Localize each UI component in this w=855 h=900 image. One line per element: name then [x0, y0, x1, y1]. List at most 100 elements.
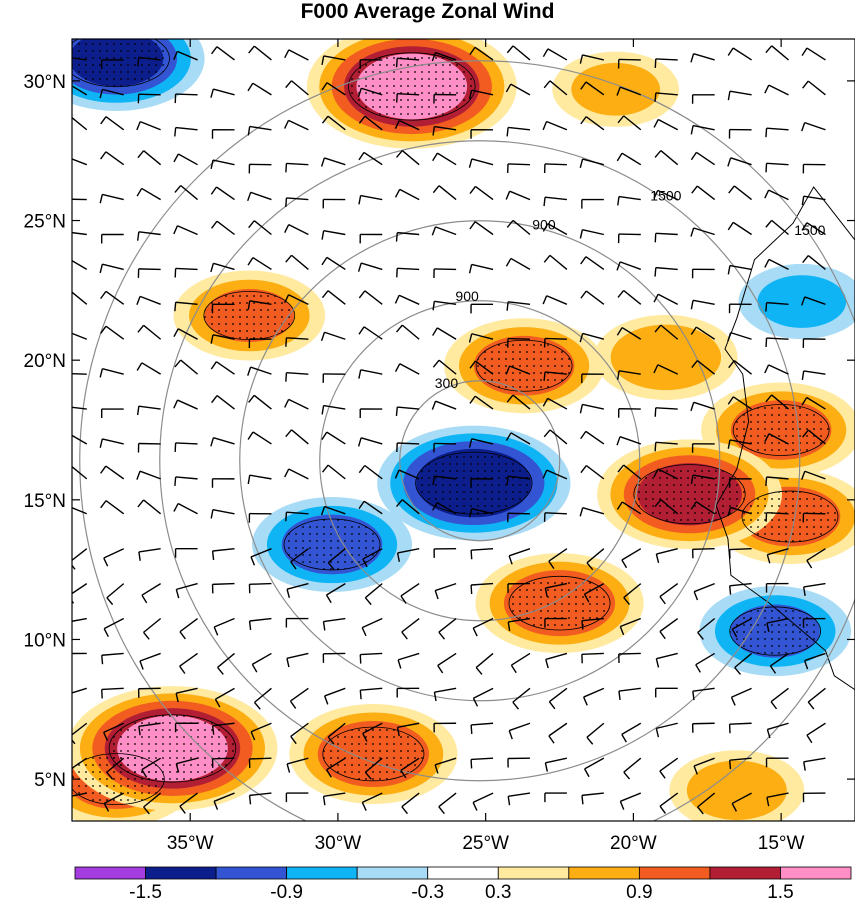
anomaly-contour-fill [757, 275, 847, 328]
wind-barb [72, 373, 87, 375]
x-tick-label: 20°W [610, 833, 657, 854]
wind-barb [580, 290, 605, 305]
wind-barb [542, 120, 568, 131]
wind-barb [802, 792, 826, 803]
wind-barb [507, 757, 530, 768]
wind-barb [472, 792, 494, 811]
wind-barb [396, 687, 420, 698]
wind-barb [175, 582, 198, 599]
wind-barb [802, 338, 826, 348]
wind-barb [512, 687, 531, 710]
wind-barb [544, 757, 568, 772]
range-ring [319, 300, 641, 622]
wind-barb [72, 465, 88, 480]
wind-barb [806, 722, 826, 744]
colorbar-swatch [638, 866, 711, 880]
wind-barb [137, 56, 161, 67]
wind-barb [248, 338, 272, 348]
significance-region [508, 575, 611, 631]
colorbar-swatch [568, 866, 640, 880]
wind-barb [72, 506, 88, 515]
significance-region [283, 518, 381, 571]
wind-barb [137, 324, 162, 340]
wind-barb [543, 512, 567, 522]
wind-barb [544, 617, 567, 628]
plot-area: 300 900 900 1500 1500 [72, 39, 855, 821]
wind-barb [475, 652, 494, 675]
wind-barb [691, 443, 715, 453]
wind-barb [72, 198, 87, 201]
wind-barb [285, 511, 309, 522]
wind-barb [322, 792, 346, 806]
colorbar: -1.5 -0.9 -0.3 0.3 0.9 1.5 [74, 866, 852, 900]
wind-barb [693, 582, 715, 601]
wind-barb [141, 757, 162, 778]
wind-barb [136, 362, 162, 375]
wind-barb [727, 506, 752, 517]
wind-barb [579, 332, 605, 343]
wind-barb [285, 617, 309, 628]
wind-barb [322, 198, 346, 209]
colorbar-swatch [286, 866, 358, 880]
wind-barb [653, 468, 679, 480]
wind-barb [99, 193, 124, 204]
y-tick-label: 10°N [24, 630, 66, 651]
y-tick-label: 20°N [24, 351, 66, 372]
wind-barb [321, 55, 346, 65]
colorbar-swatch [780, 866, 852, 880]
wind-barb [394, 119, 420, 131]
wind-barb [320, 505, 346, 516]
wind-barb [801, 47, 826, 61]
wind-barb [396, 92, 420, 103]
wind-barb [285, 80, 309, 96]
wind-barb [136, 405, 161, 416]
wind-barb [72, 687, 87, 694]
wind-barb [623, 583, 642, 605]
wind-barb [765, 337, 789, 348]
wind-barb [469, 221, 494, 236]
wind-barb [100, 500, 125, 515]
wind-barb [175, 687, 198, 703]
wind-barb [174, 184, 199, 201]
wind-barb [394, 469, 420, 480]
wind-barb [247, 366, 272, 376]
wind-barb [321, 82, 346, 96]
wind-barb [174, 359, 199, 375]
wind-barb [400, 583, 420, 604]
wind-barb [544, 582, 568, 597]
wind-barb [544, 792, 567, 803]
wind-barb [433, 547, 457, 558]
wind-barb [174, 722, 198, 733]
colorbar-swatch [215, 866, 288, 880]
wind-barb [248, 512, 272, 523]
wind-barb [394, 363, 420, 375]
wind-barbs [72, 45, 826, 815]
anomaly-contour-fill [610, 324, 722, 391]
wind-barb [617, 58, 641, 69]
wind-barb [174, 126, 198, 137]
wind-barb [217, 652, 235, 675]
wind-barb [286, 652, 309, 668]
wind-barb [397, 652, 420, 669]
wind-barb [433, 442, 457, 453]
wind-barb [616, 152, 642, 166]
wind-barb [174, 476, 198, 486]
wind-barb [210, 88, 235, 98]
wind-barb [325, 583, 346, 604]
wind-barb [174, 442, 198, 452]
wind-barb [472, 617, 494, 637]
wind-barb [801, 121, 826, 132]
wind-barb [542, 48, 568, 61]
wind-barb [137, 499, 162, 515]
wind-barb [72, 792, 87, 797]
wind-barb [400, 757, 420, 779]
wind-barb [103, 722, 124, 741]
wind-barb [247, 431, 272, 445]
wind-barb [359, 233, 383, 244]
wind-barb [211, 582, 235, 594]
wind-barb [100, 116, 125, 131]
wind-barb [394, 294, 420, 305]
wind-barb [693, 757, 715, 775]
wind-barb [580, 256, 605, 270]
wind-barb [765, 757, 789, 768]
